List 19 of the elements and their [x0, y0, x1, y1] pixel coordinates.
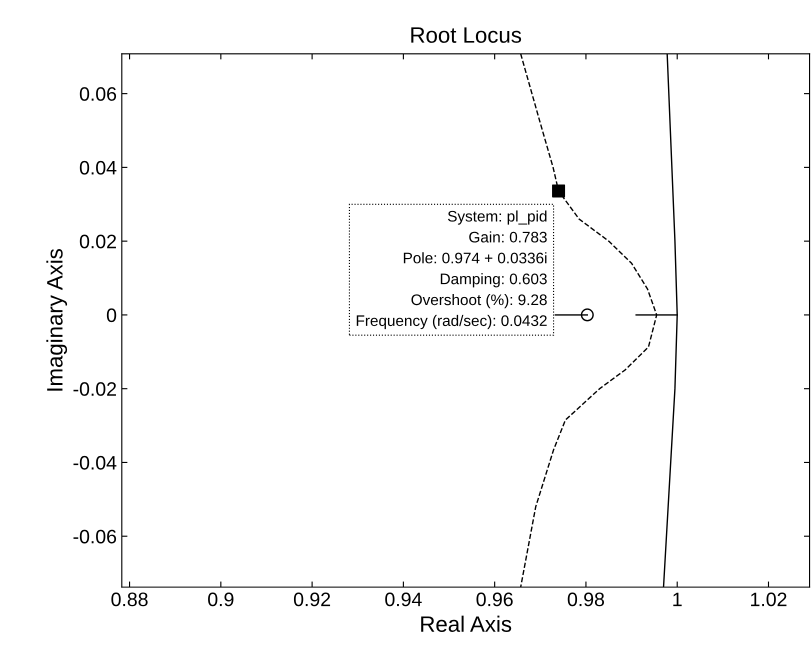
x-tick-label: 0.94 — [385, 592, 422, 606]
annotation: System: pl_pid Gain: 0.783 Pole: 0.974 + 0.0336i Damping: 0.603 Overshoot (%): 9.28 Frequency (rad/sec): 0.0432 — [356, 210, 547, 330]
x-tick-label: 0.92 — [294, 592, 330, 606]
x-axis-title: Real Axis — [421, 616, 512, 632]
x-tick-label: 0.98 — [568, 592, 604, 606]
x-tick-label: 0.9 — [208, 592, 234, 606]
x-tick-label: 1.02 — [751, 592, 786, 606]
x-tick-label: 0.88 — [111, 592, 148, 606]
y-tick-label: -0.06 — [73, 530, 116, 544]
y-axis-title: Imaginary Axis — [46, 249, 68, 391]
x-tick-label: 1 — [673, 592, 682, 606]
y-tick-label: 0.06 — [80, 87, 116, 101]
y-tick-label: -0.02 — [73, 382, 116, 396]
y-tick-label: 0.02 — [80, 234, 116, 248]
y-tick-label: -0.04 — [73, 456, 116, 470]
y-tick-label: 0.04 — [80, 160, 116, 175]
x-tick-label: 0.96 — [476, 592, 513, 606]
chart-title: Root Locus — [411, 27, 522, 43]
y-tick-label: 0 — [106, 308, 116, 322]
